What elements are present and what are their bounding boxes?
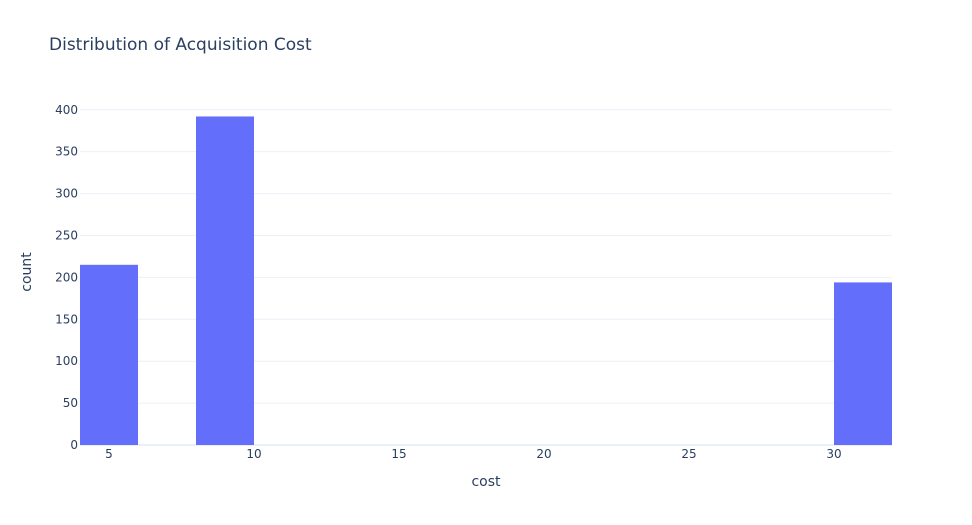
y-tick-labels: 0 50 100 150 200 250 300 350 400: [55, 103, 78, 452]
y-tick-label: 150: [55, 312, 78, 326]
x-axis-label: cost: [471, 474, 501, 490]
chart-title: Distribution of Acquisition Cost: [49, 35, 312, 55]
y-tick-label: 50: [63, 396, 78, 410]
y-axis-label: count: [19, 252, 35, 292]
x-tick-labels: 5 10 15 20 25 30: [105, 447, 841, 461]
histogram-bar: [80, 264, 138, 445]
x-tick-label: 25: [681, 447, 696, 461]
histogram-bar: [196, 116, 254, 445]
y-tick-label: 200: [55, 270, 78, 284]
y-tick-label: 350: [55, 145, 78, 159]
bars: [80, 116, 892, 445]
x-tick-label: 5: [105, 447, 113, 461]
histogram-bar: [834, 282, 892, 445]
y-tick-label: 100: [55, 354, 78, 368]
y-tick-label: 250: [55, 228, 78, 242]
y-tick-label: 0: [70, 438, 78, 452]
x-tick-label: 15: [391, 447, 406, 461]
x-tick-label: 30: [826, 447, 841, 461]
y-tick-label: 400: [55, 103, 78, 117]
y-tick-label: 300: [55, 187, 78, 201]
x-tick-label: 20: [536, 447, 551, 461]
x-tick-label: 10: [246, 447, 261, 461]
